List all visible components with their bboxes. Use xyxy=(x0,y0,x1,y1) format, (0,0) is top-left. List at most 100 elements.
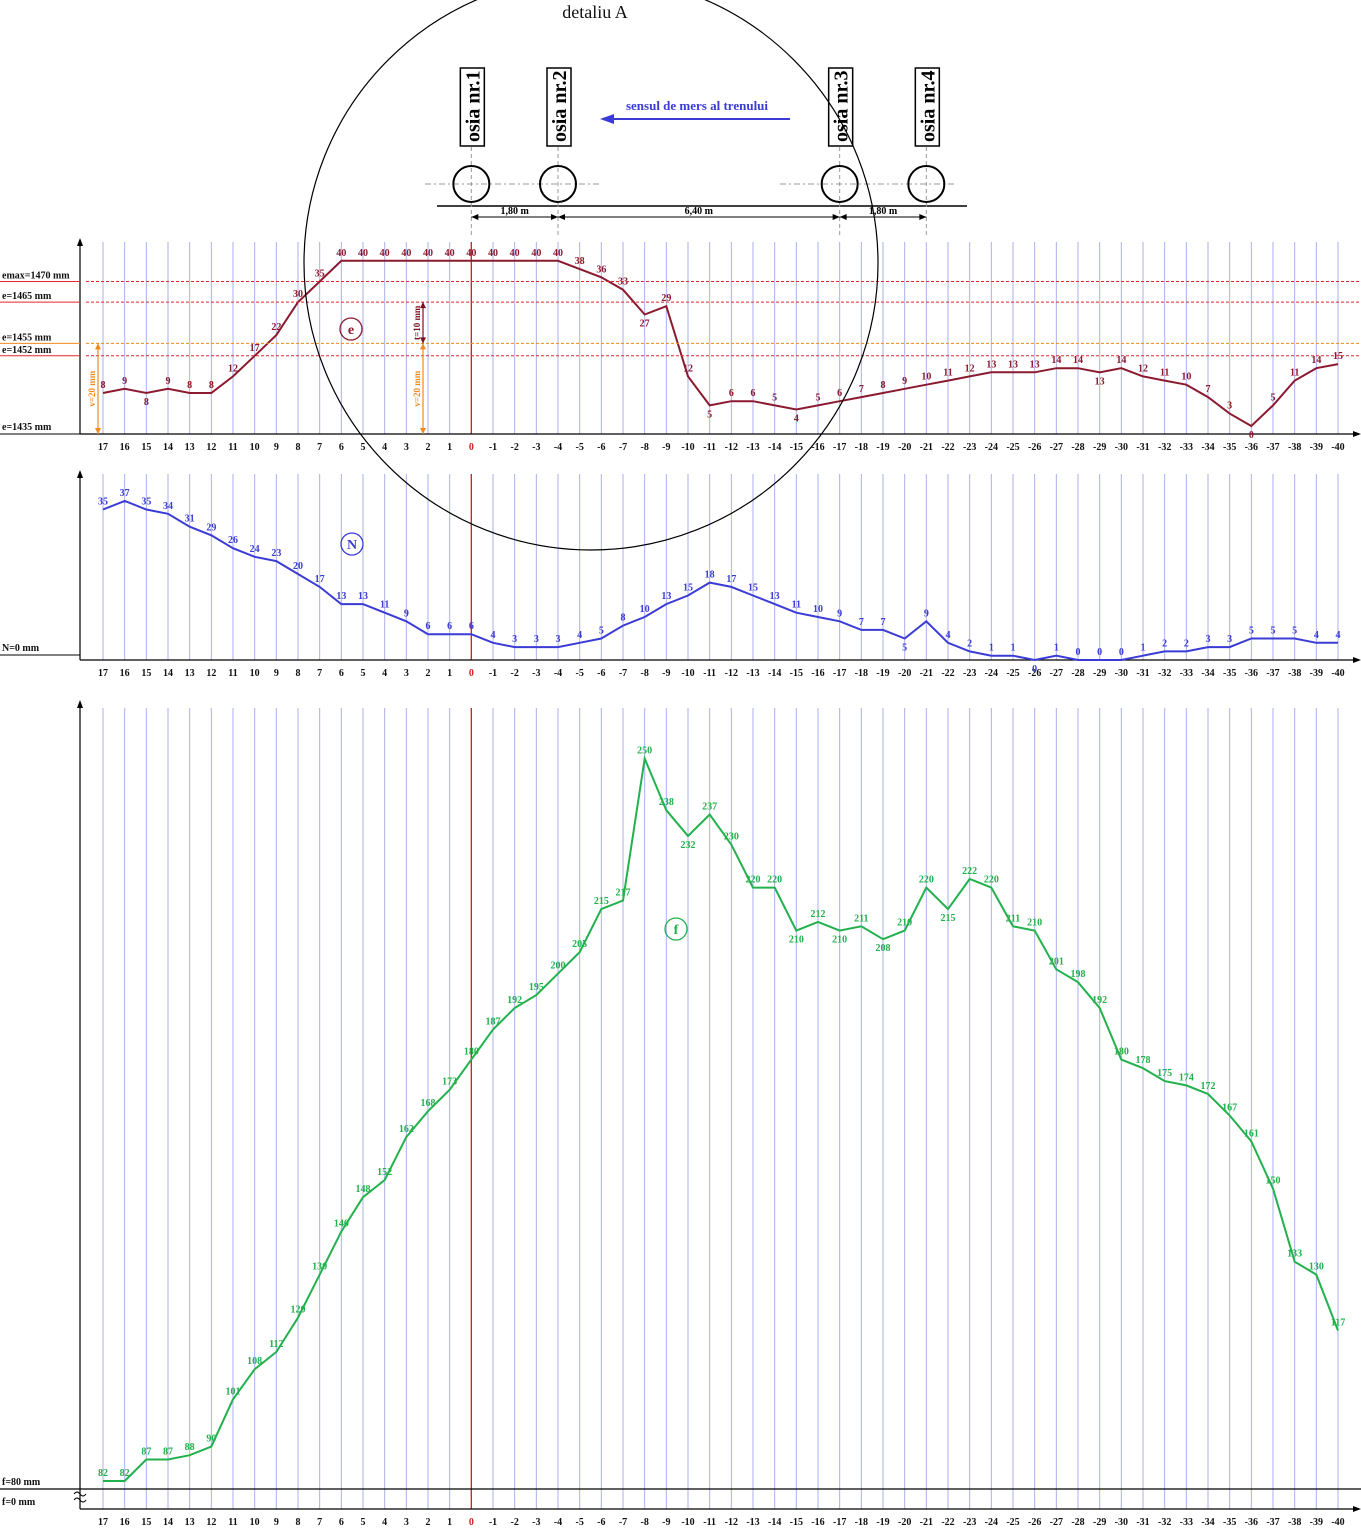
tolerance-annotation-arrow xyxy=(95,428,101,434)
data-label: 1 xyxy=(989,643,994,654)
x-tick-label: -2 xyxy=(510,668,518,679)
x-axis-arrow xyxy=(1353,1506,1361,1512)
x-tick-label: -39 xyxy=(1310,1517,1323,1528)
x-tick-label: -2 xyxy=(510,1517,518,1528)
x-tick-label: -32 xyxy=(1158,1517,1171,1528)
x-tick-label: 8 xyxy=(296,442,301,453)
x-tick-label: 2 xyxy=(426,668,431,679)
x-axis-arrow xyxy=(1353,657,1361,663)
x-tick-label: -6 xyxy=(597,442,605,453)
data-label: 10 xyxy=(813,604,823,615)
base-label: N=0 mm xyxy=(2,643,40,654)
x-tick-label: 4 xyxy=(382,668,387,679)
axle-label-box xyxy=(459,67,486,147)
x-tick-label: -29 xyxy=(1093,668,1106,679)
x-tick-label: 16 xyxy=(120,668,130,679)
panel-marker xyxy=(339,317,363,341)
data-label: 11 xyxy=(792,600,801,611)
tolerance-annotation-label-group: v=20 mm xyxy=(87,370,97,406)
x-tick-label: -30 xyxy=(1115,1517,1128,1528)
reference-label: e=1465 mm xyxy=(2,291,52,302)
reference-label: emax=1470 mm xyxy=(2,270,70,281)
data-label: 7 xyxy=(881,617,886,628)
data-label: 90 xyxy=(206,1434,216,1445)
data-label: 4 xyxy=(794,413,799,424)
x-tick-label: -5 xyxy=(575,1517,583,1528)
axle-label: osia nr.1 xyxy=(459,67,486,147)
direction-label: sensul de mers al trenului xyxy=(626,98,768,113)
x-tick-label: -8 xyxy=(640,668,648,679)
dimension-label: 1,80 m xyxy=(500,206,529,217)
x-tick-label: -21 xyxy=(920,668,933,679)
x-tick-label: -20 xyxy=(898,442,911,453)
data-label: 7 xyxy=(859,617,864,628)
data-label: 200 xyxy=(551,961,566,972)
data-label: 9 xyxy=(122,376,127,387)
data-label: 13 xyxy=(986,359,996,370)
x-tick-label: 5 xyxy=(361,442,366,453)
data-label: 2 xyxy=(1162,638,1167,649)
x-tick-label: -31 xyxy=(1136,442,1149,453)
x-tick-label: -10 xyxy=(681,668,694,679)
x-tick-label: -24 xyxy=(985,442,998,453)
data-label: 82 xyxy=(120,1468,130,1479)
data-label: 150 xyxy=(1266,1176,1281,1187)
data-label: 8 xyxy=(621,613,626,624)
x-tick-label: -19 xyxy=(876,668,889,679)
x-tick-label: 1 xyxy=(447,442,452,453)
dimension-label: 6,40 m xyxy=(685,206,714,217)
data-label: 192 xyxy=(507,995,522,1006)
base-label: e=1435 mm xyxy=(2,422,52,433)
x-tick-label: -20 xyxy=(898,1517,911,1528)
wheel-circle xyxy=(820,165,859,203)
data-label: 87 xyxy=(141,1447,151,1458)
data-label: 8 xyxy=(209,380,214,391)
data-label: 6 xyxy=(751,388,756,399)
data-label: 14 xyxy=(1116,355,1126,366)
x-tick-label: 8 xyxy=(296,1517,301,1528)
x-tick-label: -36 xyxy=(1245,1517,1258,1528)
data-label: 20 xyxy=(293,561,303,572)
x-tick-label: -10 xyxy=(681,442,694,453)
detail-a-circle xyxy=(303,0,879,551)
data-label: 40 xyxy=(401,248,411,259)
x-tick-label: -23 xyxy=(963,442,976,453)
data-label: 161 xyxy=(1244,1128,1259,1139)
x-tick-label: -16 xyxy=(811,668,824,679)
x-tick-label: 14 xyxy=(163,1517,173,1528)
data-label: 17 xyxy=(726,574,736,585)
x-tick-label: 1 xyxy=(447,668,452,679)
x-tick-label: 8 xyxy=(296,668,301,679)
x-tick-label: -4 xyxy=(554,1517,562,1528)
x-tick-label: 9 xyxy=(274,668,279,679)
x-tick-label: 0 xyxy=(469,442,474,453)
x-tick-label: -25 xyxy=(1006,1517,1019,1528)
data-label: 6 xyxy=(837,388,842,399)
data-label: 180 xyxy=(464,1047,479,1058)
x-tick-label: 4 xyxy=(382,442,387,453)
x-tick-label: -38 xyxy=(1288,668,1301,679)
x-tick-label: -35 xyxy=(1223,668,1236,679)
data-label: 9 xyxy=(404,608,409,619)
data-label: 40 xyxy=(445,248,455,259)
y-axis-arrow xyxy=(77,238,83,246)
x-tick-label: -38 xyxy=(1288,1517,1301,1528)
data-label: 40 xyxy=(531,248,541,259)
x-tick-label: -29 xyxy=(1093,442,1106,453)
x-tick-label: 15 xyxy=(141,1517,151,1528)
x-tick-label: 13 xyxy=(185,1517,195,1528)
tolerance-annotation-arrow xyxy=(420,428,426,434)
x-tick-label: -4 xyxy=(554,442,562,453)
x-tick-label: 7 xyxy=(317,1517,322,1528)
dimension-arrow xyxy=(551,214,558,220)
axle-label-box xyxy=(546,67,572,147)
x-tick-label: -26 xyxy=(1028,1517,1041,1528)
series-line xyxy=(102,499,1338,662)
data-label: 14 xyxy=(1073,355,1083,366)
data-label: 11 xyxy=(380,600,389,611)
data-label: 40 xyxy=(423,248,433,259)
x-tick-label: 6 xyxy=(339,442,344,453)
x-tick-label: 15 xyxy=(141,442,151,453)
x-tick-label: -15 xyxy=(790,442,803,453)
x-tick-label: -33 xyxy=(1180,668,1193,679)
